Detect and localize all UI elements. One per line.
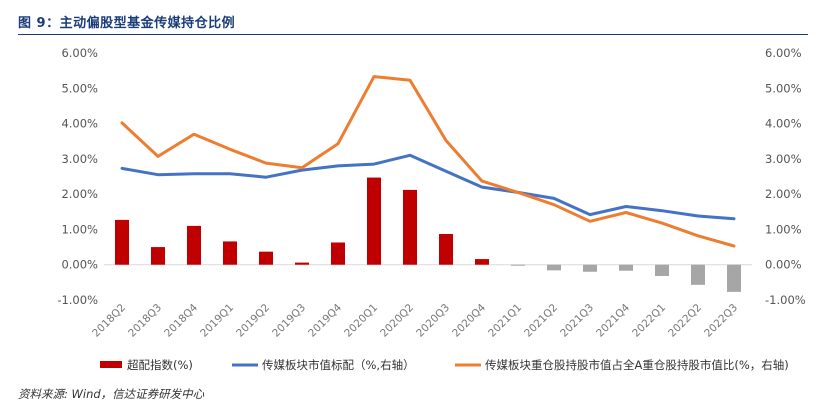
bar <box>259 251 273 265</box>
y-axis-left: 6.00% 5.00% 4.00% 3.00% 2.00% 1.00% 0.00% -1.00… <box>57 46 98 307</box>
bar <box>331 242 345 265</box>
y-right-tick-label: -1.00% <box>765 293 806 307</box>
figure-label: 图 9： <box>18 16 60 31</box>
x-tick-label: 2021Q1 <box>486 302 524 340</box>
x-tick-label: 2019Q3 <box>270 302 308 340</box>
legend-label: 传媒板块重仓股持股市值占全A重仓股持股市值比(%，右轴) <box>485 358 789 372</box>
y-right-tick-label: 0.00% <box>765 258 802 272</box>
y-axis-right: 6.00% 5.00% 4.00% 3.00% 2.00% 1.00% 0.00% -1.00… <box>765 46 806 307</box>
x-tick-label: 2018Q4 <box>162 301 200 339</box>
bar <box>547 264 561 271</box>
y-left-tick-label: 1.00% <box>61 222 98 236</box>
x-tick-label: 2022Q2 <box>666 302 704 340</box>
x-tick-label: 2021Q2 <box>522 302 560 340</box>
x-tick-label: 2020Q1 <box>342 302 380 340</box>
x-tick-label: 2020Q3 <box>414 302 452 340</box>
y-left-tick-label: 5.00% <box>61 81 98 95</box>
x-tick-label: 2019Q1 <box>198 302 236 340</box>
x-tick-label: 2020Q2 <box>378 302 416 340</box>
legend: 超配指数(%) 传媒板块市值标配（%,右轴） 传媒板块重仓股持股市值占全A重仓股持股… <box>100 358 789 372</box>
y-left-tick-label: 3.00% <box>61 152 98 166</box>
x-tick-label: 2019Q4 <box>306 301 344 339</box>
y-right-tick-label: 4.00% <box>765 117 802 131</box>
y-left-tick-label: 6.00% <box>61 46 98 60</box>
bar <box>187 225 201 265</box>
market-weight-line <box>120 153 736 221</box>
figure-title: 图 9：主动偏股型基金传媒持仓比例 <box>18 12 809 35</box>
figure-title-text: 主动偏股型基金传媒持仓比例 <box>59 16 236 31</box>
y-left-tick-label: 2.00% <box>61 187 98 201</box>
y-left-tick-label: 4.00% <box>61 117 98 131</box>
bar-series <box>115 177 741 292</box>
x-tick-label: 2022Q3 <box>702 302 740 340</box>
bar <box>115 219 129 265</box>
x-tick-label: 2020Q4 <box>450 301 488 339</box>
line-series <box>120 75 736 248</box>
y-right-tick-label: 6.00% <box>765 46 802 60</box>
bar <box>475 259 489 265</box>
y-right-tick-label: 1.00% <box>765 222 802 236</box>
x-tick-label: 2021Q3 <box>558 302 596 340</box>
holding-ratio-line <box>120 75 736 248</box>
bar <box>403 189 417 265</box>
y-right-tick-label: 5.00% <box>765 81 802 95</box>
bar <box>223 241 237 265</box>
bar <box>727 264 741 292</box>
bar <box>439 234 453 265</box>
x-tick-label: 2021Q4 <box>594 301 632 339</box>
x-axis: 2018Q22018Q32018Q42019Q12019Q22019Q32019… <box>90 301 740 339</box>
figure-source: 资料来源: Wind，信达证券研发中心 <box>18 387 205 401</box>
bar <box>655 264 669 277</box>
y-left-tick-label: 0.00% <box>61 258 98 272</box>
x-tick-label: 2022Q1 <box>630 302 668 340</box>
y-left-tick-label: -1.00% <box>57 293 98 307</box>
bar <box>619 264 633 271</box>
bar <box>583 264 597 272</box>
legend-label: 传媒板块市值标配（%,右轴） <box>262 358 415 372</box>
bar <box>691 264 705 285</box>
y-right-tick-label: 2.00% <box>765 187 802 201</box>
x-tick-label: 2018Q2 <box>90 302 128 340</box>
legend-swatch-bar <box>100 361 122 368</box>
y-right-tick-label: 3.00% <box>765 152 802 166</box>
x-tick-label: 2018Q3 <box>126 302 164 340</box>
x-tick-label: 2019Q2 <box>234 302 272 340</box>
bar <box>151 247 165 265</box>
legend-label: 超配指数(%) <box>127 358 193 372</box>
bar <box>511 264 525 266</box>
bar <box>367 177 381 265</box>
bar <box>295 262 309 265</box>
